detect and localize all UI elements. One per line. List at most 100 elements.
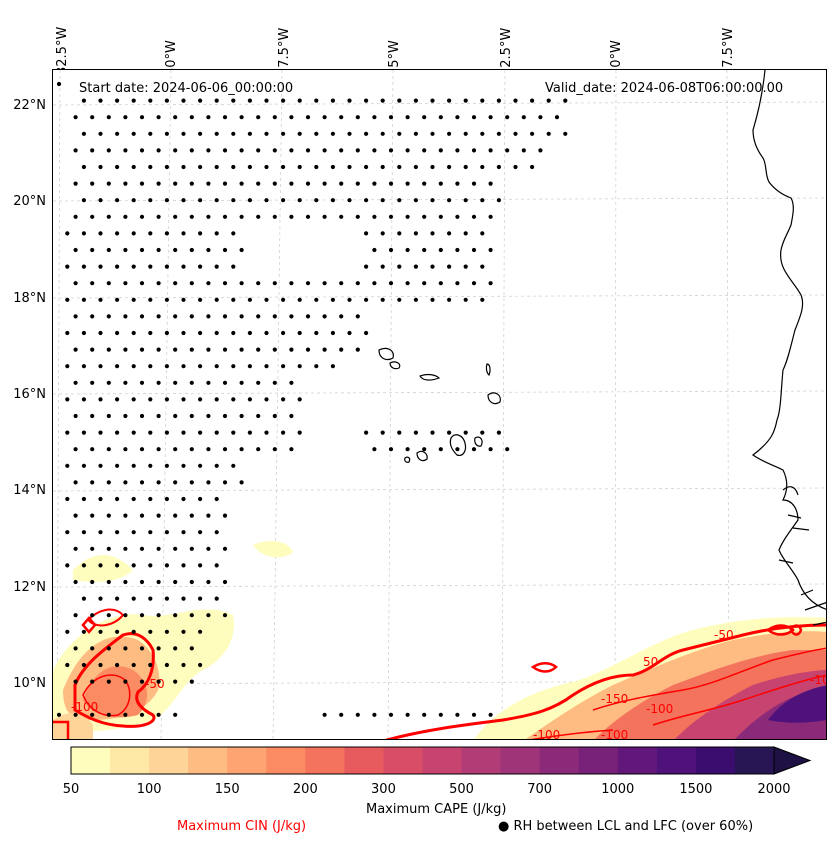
rh-stipple-dot [131, 530, 136, 535]
rh-stipple-dot [463, 297, 468, 302]
rh-stipple-dot [339, 214, 344, 219]
rh-stipple-dot [256, 181, 261, 186]
cape-area-southwest-edge [53, 713, 93, 739]
rh-stipple-dot [372, 281, 377, 286]
rh-stipple-dot [347, 330, 352, 336]
rh-stipple-dot [397, 430, 402, 435]
rh-stipple-dot [181, 463, 186, 468]
rh-stipple-dot [397, 198, 402, 203]
rh-stipple-dot [488, 181, 493, 186]
rh-stipple-dot [98, 98, 103, 103]
rh-stipple-dot [214, 297, 219, 302]
rh-stipple-dot [297, 364, 302, 369]
rh-stipple-dot [73, 646, 78, 651]
rh-stipple-dot [471, 214, 477, 219]
rh-stipple-dot [131, 430, 136, 435]
rh-stipple-dot [314, 198, 319, 203]
rh-stipple-dot [106, 480, 111, 485]
rh-stipple-dot [239, 181, 244, 186]
rh-stipple-dot [430, 131, 435, 136]
rh-stipple-dot [488, 148, 493, 153]
rh-stipple-dot [563, 98, 568, 103]
rh-stipple-dot [198, 297, 203, 302]
island-sao-nicolau [419, 373, 441, 381]
rh-stipple-dot [81, 297, 86, 302]
rh-stipple-dot [297, 330, 302, 336]
rh-stipple-dot [256, 314, 261, 319]
rh-stipple-dot [214, 330, 219, 336]
rh-stipple-dot [447, 198, 452, 203]
rh-stipple-dot [247, 131, 252, 136]
cape-area-southwest-orange [83, 666, 148, 718]
rh-stipple-dot [438, 115, 443, 120]
rh-stipple-dot [131, 131, 136, 136]
rh-stipple-dot [447, 430, 452, 435]
rh-stipple-dot [198, 131, 203, 136]
rh-stipple-dot [198, 198, 203, 203]
rh-stipple-dot [355, 214, 360, 219]
rh-stipple-dot [164, 397, 169, 402]
rh-stipple-dot [98, 397, 103, 402]
colorbar-tick-label: 200 [292, 782, 318, 797]
rh-stipple-dot [530, 98, 535, 103]
rh-stipple-dot [364, 131, 369, 136]
rh-stipple-dot [538, 148, 543, 153]
rh-stipple-dot [189, 413, 194, 419]
rh-stipple-dot [90, 712, 95, 717]
colorbar-extend-arrow [773, 746, 812, 775]
rh-stipple-dot [430, 430, 435, 435]
rh-stipple-dot [164, 198, 169, 203]
island-sao-vicente [389, 361, 401, 370]
cin-label-3: -150 [601, 692, 628, 706]
rh-stipple-dot [189, 546, 194, 551]
rh-stipple-dot [106, 281, 111, 286]
rh-stipple-dot [139, 214, 145, 219]
rh-stipple-dot [198, 430, 203, 435]
rh-stipple-dot [247, 164, 252, 170]
cin-legend-label: Maximum CIN (J/kg) [177, 819, 307, 834]
rh-stipple-dot [173, 347, 178, 352]
rh-stipple-dot [148, 231, 153, 236]
rh-stipple-dot [206, 115, 211, 120]
rh-stipple-dot [115, 98, 120, 103]
colorbar-swatch [734, 747, 775, 774]
rh-stipple-dot [164, 662, 169, 668]
rh-stipple-dot [272, 214, 277, 219]
rh-stipple-dot [364, 164, 369, 170]
island-santo-antao [378, 347, 394, 361]
rh-stipple-dot [65, 397, 70, 402]
rh-stipple-dot [297, 198, 302, 203]
rh-stipple-dot [214, 430, 219, 435]
rh-stipple-dot [106, 314, 111, 319]
rh-stipple-dot [222, 380, 228, 385]
rh-stipple-dot [530, 164, 535, 170]
rh-stipple-dot [131, 364, 136, 369]
cin-label-6: -100 [601, 728, 628, 740]
rh-stipple-dot [264, 397, 269, 402]
rh-stipple-dot [264, 330, 269, 336]
rh-stipple-dot [322, 181, 327, 186]
rh-stipple-dot [173, 480, 178, 485]
cin-contour-southeast-bottom [530, 729, 614, 739]
rh-stipple-dot [463, 131, 468, 136]
rh-stipple-dot [206, 447, 211, 452]
rh-stipple-dot [139, 480, 145, 485]
rh-stipple-dot [372, 447, 377, 452]
rh-stipple-dot [90, 347, 95, 352]
map-panel: 50 -50 -150 -100 -100 -100 -100 -50 -100 [52, 69, 827, 740]
rh-stipple-dot [380, 164, 385, 170]
rh-stipple-dot [231, 397, 236, 402]
rh-stipple-dot [239, 115, 244, 120]
cin-contour-southeast-inner [592, 647, 826, 711]
rh-stipple-dot [455, 148, 460, 153]
colorbar-tick-label: 500 [449, 782, 474, 797]
rh-stipple-dot [131, 231, 136, 236]
rh-stipple-dot [106, 646, 111, 651]
rh-stipple-dot [189, 679, 194, 684]
rh-stipple-dot [471, 712, 477, 717]
rh-stipple-dot [463, 231, 468, 236]
rh-stipple-dot [214, 496, 219, 502]
rh-stipple-dot [189, 613, 194, 618]
rh-stipple-dot [239, 314, 244, 319]
rh-stipple-dot [173, 613, 178, 618]
